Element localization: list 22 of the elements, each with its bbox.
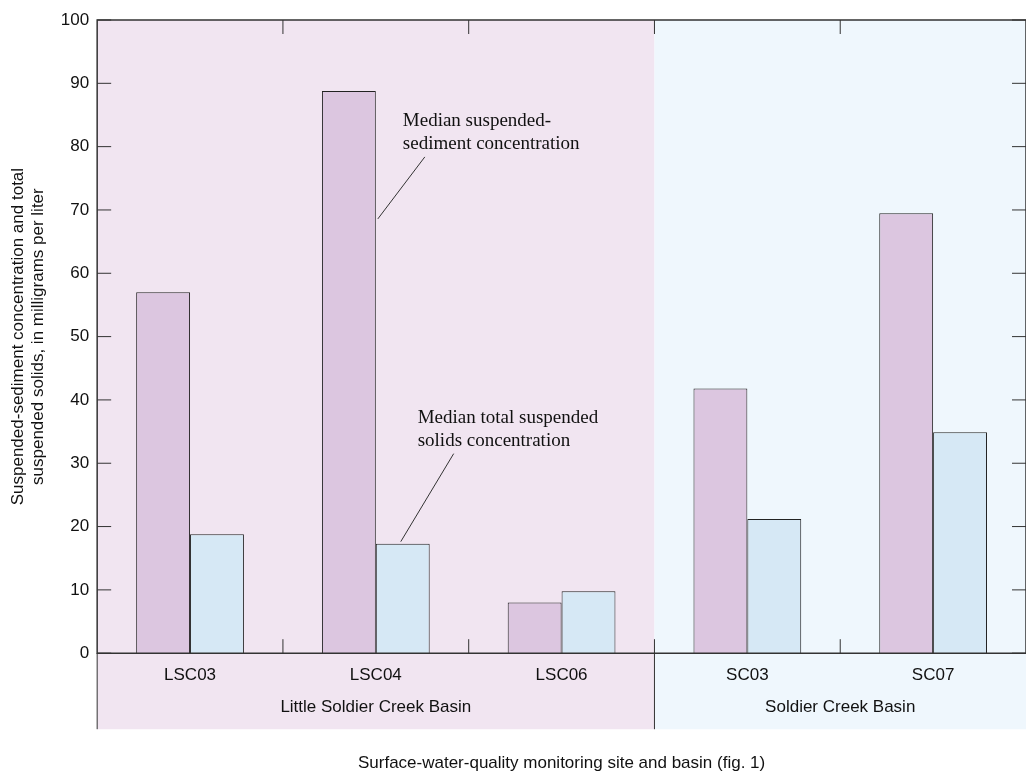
y-axis-title: Suspended-sediment concentration and total suspended solids, in milligrams per liter	[7, 167, 48, 506]
y-tick-label: 60	[70, 262, 90, 282]
y-tick-label: 100	[60, 9, 90, 29]
band-label: Little Soldier Creek Basin	[280, 696, 472, 716]
y-tick-label: 0	[79, 642, 90, 662]
band-label: Soldier Creek Basin	[765, 696, 916, 716]
y-tick-label: 80	[70, 136, 90, 156]
x-axis-title: Surface-water-quality monitoring site and basin (fig. 1)	[357, 753, 766, 773]
x-tick-label: SC07	[911, 665, 955, 685]
text: Median total suspended solids concentration	[417, 405, 599, 450]
x-tick-label: LSC06	[535, 665, 588, 685]
x-tick-label: LSC04	[349, 665, 402, 685]
y-tick-label: 20	[70, 516, 90, 536]
x-tick-label: LSC03	[164, 665, 217, 685]
y-tick-label: 70	[70, 199, 90, 219]
y-tick-label: 30	[70, 452, 90, 472]
x-tick-label: SC03	[726, 665, 769, 685]
y-tick-label: 50	[70, 326, 90, 346]
y-tick-label: 40	[70, 389, 90, 409]
y-tick-label: 10	[70, 579, 90, 599]
series-label: Median suspended-sediment concentration	[402, 108, 581, 153]
y-tick-label: 90	[70, 73, 90, 93]
